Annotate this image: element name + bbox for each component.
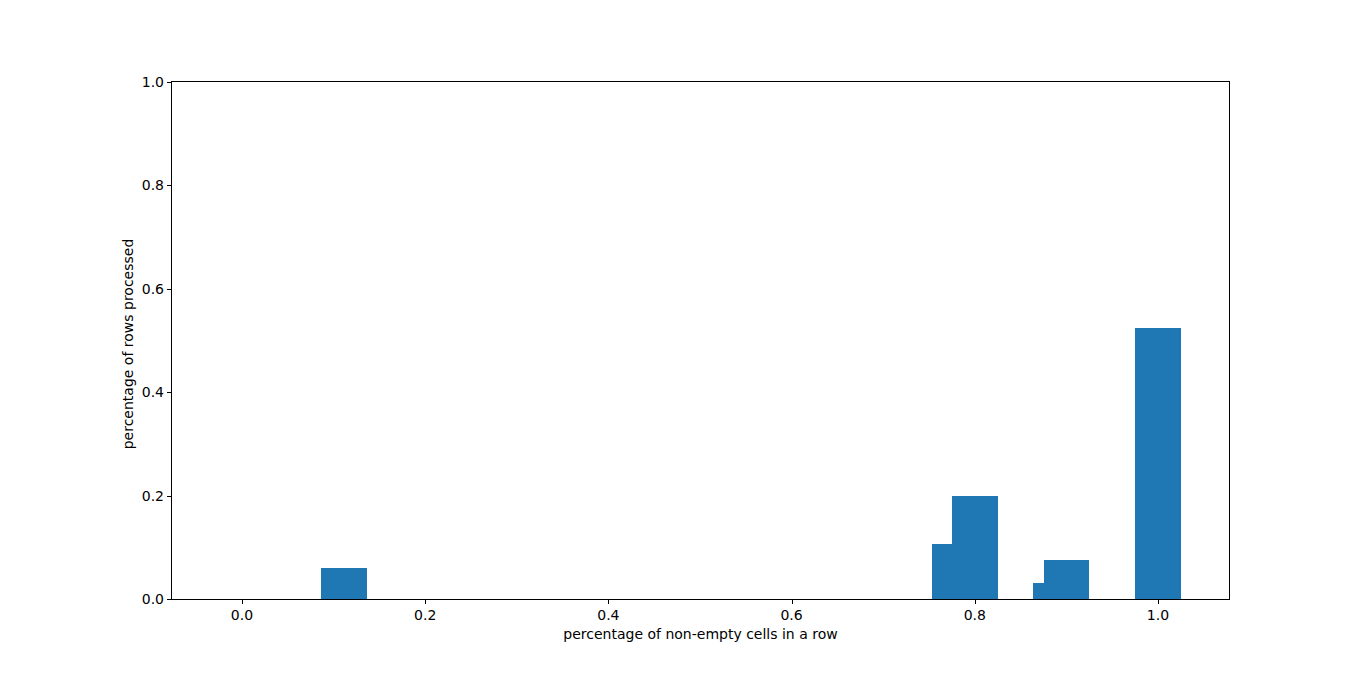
- histogram-bar: [952, 496, 998, 599]
- x-tick-mark: [975, 600, 976, 604]
- y-axis-label: percentage of rows processed: [120, 239, 136, 450]
- y-tick-mark: [167, 496, 171, 497]
- x-tick-label: 0.0: [212, 606, 272, 624]
- plot-area: [171, 81, 1230, 600]
- chart-figure: 0.00.20.40.60.81.0 0.00.20.40.60.81.0 pe…: [0, 0, 1366, 674]
- bars-layer: [172, 82, 1229, 599]
- x-tick-mark: [242, 600, 243, 604]
- y-tick-mark: [167, 289, 171, 290]
- y-tick-mark: [167, 82, 171, 83]
- x-tick-label: 0.8: [945, 606, 1005, 624]
- y-tick-label: 0.2: [104, 487, 164, 505]
- x-tick-mark: [1158, 600, 1159, 604]
- y-tick-mark: [167, 392, 171, 393]
- x-tick-mark: [425, 600, 426, 604]
- x-tick-mark: [608, 600, 609, 604]
- x-tick-label: 0.2: [395, 606, 455, 624]
- y-tick-label: 0.8: [104, 176, 164, 194]
- x-axis-label: percentage of non-empty cells in a row: [172, 626, 1229, 642]
- y-tick-mark: [167, 599, 171, 600]
- y-tick-label: 0.0: [104, 590, 164, 608]
- x-tick-label: 1.0: [1128, 606, 1188, 624]
- y-tick-label: 1.0: [104, 73, 164, 91]
- x-tick-mark: [792, 600, 793, 604]
- x-tick-label: 0.4: [578, 606, 638, 624]
- histogram-bar: [1044, 560, 1090, 599]
- histogram-bar: [321, 568, 367, 599]
- y-tick-mark: [167, 185, 171, 186]
- histogram-bar: [1135, 328, 1181, 599]
- x-tick-label: 0.6: [762, 606, 822, 624]
